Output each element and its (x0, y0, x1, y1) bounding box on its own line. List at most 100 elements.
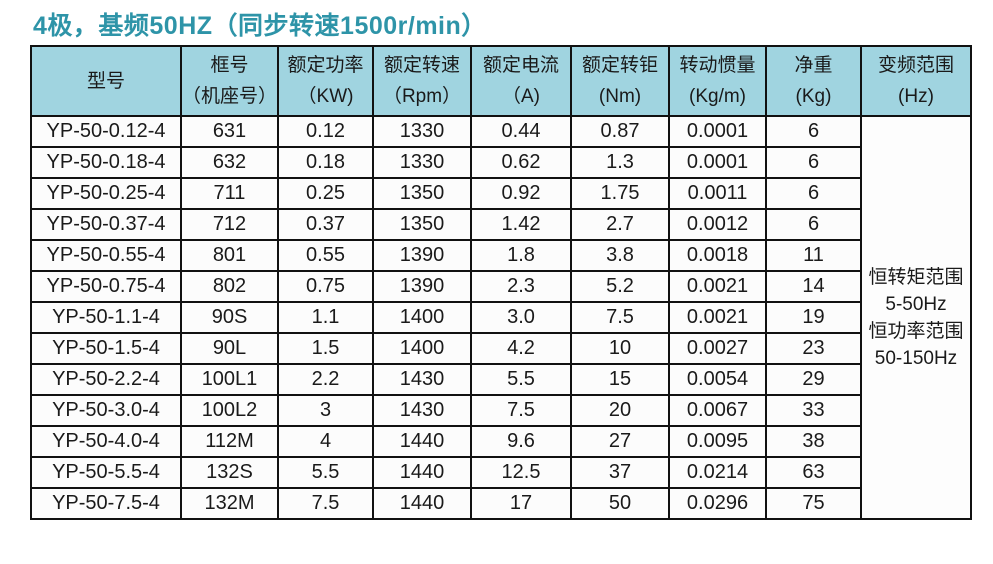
cell-power: 1.1 (277, 301, 374, 334)
table-row: YP-50-1.5-4 90L 1.5 1400 4.2 10 0.0027 2… (30, 332, 971, 365)
col-header-unit: (Hz) (898, 86, 934, 107)
cell-model: YP-50-1.1-4 (30, 301, 182, 334)
cell-frame: 632 (180, 146, 279, 179)
table-row: YP-50-0.37-4 712 0.37 1350 1.42 2.7 0.00… (30, 208, 971, 241)
cell-inertia: 0.0021 (668, 301, 767, 334)
cell-speed: 1400 (372, 301, 472, 334)
cell-current: 5.5 (470, 363, 572, 396)
cell-torque: 50 (570, 487, 670, 520)
table-body: YP-50-0.12-4 631 0.12 1330 0.44 0.87 0.0… (30, 115, 972, 520)
cell-speed: 1390 (372, 239, 472, 272)
table-row: YP-50-1.1-4 90S 1.1 1400 3.0 7.5 0.0021 … (30, 301, 971, 334)
cell-weight: 75 (765, 487, 862, 520)
cell-inertia: 0.0095 (668, 425, 767, 458)
cell-speed: 1440 (372, 487, 472, 520)
freq-range-line: 50-150Hz (874, 347, 958, 369)
freq-range-line: 恒转矩范围 (868, 266, 964, 288)
cell-weight: 33 (765, 394, 862, 427)
cell-current: 7.5 (470, 394, 572, 427)
col-header-unit: （KW) (297, 86, 354, 107)
cell-power: 0.12 (277, 115, 374, 148)
cell-inertia: 0.0011 (668, 177, 767, 210)
cell-current: 1.42 (470, 208, 572, 241)
cell-speed: 1350 (372, 208, 472, 241)
cell-power: 0.25 (277, 177, 374, 210)
col-header-label: 净重 (794, 55, 833, 76)
cell-current: 3.0 (470, 301, 572, 334)
cell-inertia: 0.0214 (668, 456, 767, 489)
cell-torque: 5.2 (570, 270, 670, 303)
cell-inertia: 0.0296 (668, 487, 767, 520)
col-header-inertia: 转动惯量 (Kg/m) (668, 45, 767, 117)
col-header-label: 转动惯量 (679, 55, 756, 76)
cell-weight: 23 (765, 332, 862, 365)
cell-inertia: 0.0001 (668, 146, 767, 179)
cell-weight: 11 (765, 239, 862, 272)
col-header-rated-power: 额定功率 （KW) (277, 45, 374, 117)
cell-frame: 100L2 (180, 394, 279, 427)
col-header-model: 型号 (30, 45, 182, 117)
table-row: YP-50-2.2-4 100L1 2.2 1430 5.5 15 0.0054… (30, 363, 971, 396)
cell-weight: 6 (765, 146, 862, 179)
col-header-unit: （机座号） (182, 86, 278, 107)
cell-inertia: 0.0027 (668, 332, 767, 365)
table-row: YP-50-0.55-4 801 0.55 1390 1.8 3.8 0.001… (30, 239, 971, 272)
cell-inertia: 0.0054 (668, 363, 767, 396)
cell-torque: 37 (570, 456, 670, 489)
cell-torque: 20 (570, 394, 670, 427)
cell-power: 3 (277, 394, 374, 427)
col-header-rated-torque: 额定转钜 (Nm) (570, 45, 670, 117)
cell-model: YP-50-0.12-4 (30, 115, 182, 148)
cell-model: YP-50-7.5-4 (30, 487, 182, 520)
cell-frame: 631 (180, 115, 279, 148)
table-row: YP-50-4.0-4 112M 4 1440 9.6 27 0.0095 38 (30, 425, 971, 458)
cell-current: 17 (470, 487, 572, 520)
cell-speed: 1430 (372, 363, 472, 396)
cell-power: 1.5 (277, 332, 374, 365)
table-row: YP-50-0.12-4 631 0.12 1330 0.44 0.87 0.0… (30, 115, 972, 520)
cell-model: YP-50-0.25-4 (30, 177, 182, 210)
col-header-rated-speed: 额定转速 （Rpm） (372, 45, 472, 117)
cell-current: 12.5 (470, 456, 572, 489)
cell-power: 0.18 (277, 146, 374, 179)
cell-torque: 0.87 (570, 115, 670, 148)
table-header: 型号 框号 （机座号） 额定功率 （KW) 额定转速 （Rpm） 额定电流 （A… (30, 45, 972, 117)
cell-power: 7.5 (277, 487, 374, 520)
cell-current: 0.92 (470, 177, 572, 210)
cell-inertia: 0.0067 (668, 394, 767, 427)
cell-speed: 1440 (372, 425, 472, 458)
col-header-net-weight: 净重 (Kg) (765, 45, 862, 117)
cell-frame: 132M (180, 487, 279, 520)
cell-weight: 38 (765, 425, 862, 458)
col-header-unit: (Kg/m) (689, 86, 746, 107)
cell-model: YP-50-0.75-4 (30, 270, 182, 303)
freq-range-line: 5-50Hz (885, 293, 947, 315)
col-header-label: 额定功率 (287, 55, 364, 76)
cell-speed: 1330 (372, 146, 472, 179)
cell-speed: 1390 (372, 270, 472, 303)
cell-inertia: 0.0001 (668, 115, 767, 148)
cell-frame: 100L1 (180, 363, 279, 396)
col-header-label: 额定转钜 (581, 55, 658, 76)
cell-frame: 801 (180, 239, 279, 272)
table-row: YP-50-0.18-4 632 0.18 1330 0.62 1.3 0.00… (30, 146, 971, 179)
col-header-label: 框号 (210, 55, 249, 76)
cell-current: 9.6 (470, 425, 572, 458)
cell-torque: 15 (570, 363, 670, 396)
cell-torque: 3.8 (570, 239, 670, 272)
cell-model: YP-50-3.0-4 (30, 394, 182, 427)
cell-power: 0.75 (277, 270, 374, 303)
col-header-label: 型号 (86, 70, 125, 92)
cell-speed: 1350 (372, 177, 472, 210)
col-header-label: 额定电流 (482, 55, 559, 76)
cell-inertia: 0.0021 (668, 270, 767, 303)
cell-model: YP-50-2.2-4 (30, 363, 182, 396)
cell-frame: 132S (180, 456, 279, 489)
cell-power: 5.5 (277, 456, 374, 489)
header-row: 型号 框号 （机座号） 额定功率 （KW) 额定转速 （Rpm） 额定电流 （A… (30, 45, 972, 117)
col-header-unit: （Rpm） (382, 86, 462, 107)
cell-frame: 802 (180, 270, 279, 303)
table-row: YP-50-7.5-4 132M 7.5 1440 17 50 0.0296 7… (30, 487, 971, 520)
page-title: 4极，基频50HZ（同步转速1500r/min） (33, 12, 487, 40)
